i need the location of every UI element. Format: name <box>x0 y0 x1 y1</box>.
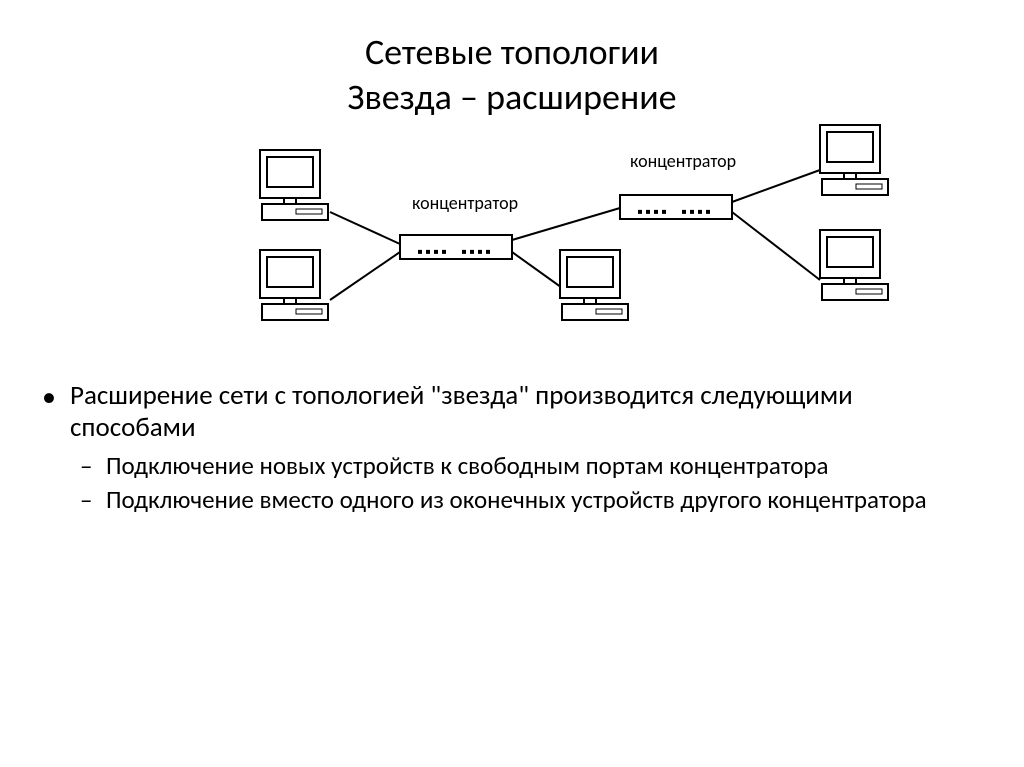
bullet-sub-0: Подключение новых устройств к свободным … <box>106 451 984 481</box>
hub-label-0: концентратор <box>412 192 518 214</box>
title-line1: Сетевые топологии <box>365 30 659 74</box>
hub-label-1: концентратор <box>630 150 736 172</box>
bullet-main: Расширение сети с топологией "звезда" пр… <box>70 380 984 445</box>
slide-title: Сетевые топологии Звезда – расширение <box>0 0 1024 120</box>
topology-diagram: концентратор концентратор <box>0 120 1024 380</box>
bullet-sub-1: Подключение вместо одного из оконечных у… <box>106 485 984 515</box>
diagram-svg <box>0 120 1024 380</box>
title-line2: Звезда – расширение <box>347 75 676 119</box>
bullet-list: Расширение сети с топологией "звезда" пр… <box>0 380 1024 515</box>
